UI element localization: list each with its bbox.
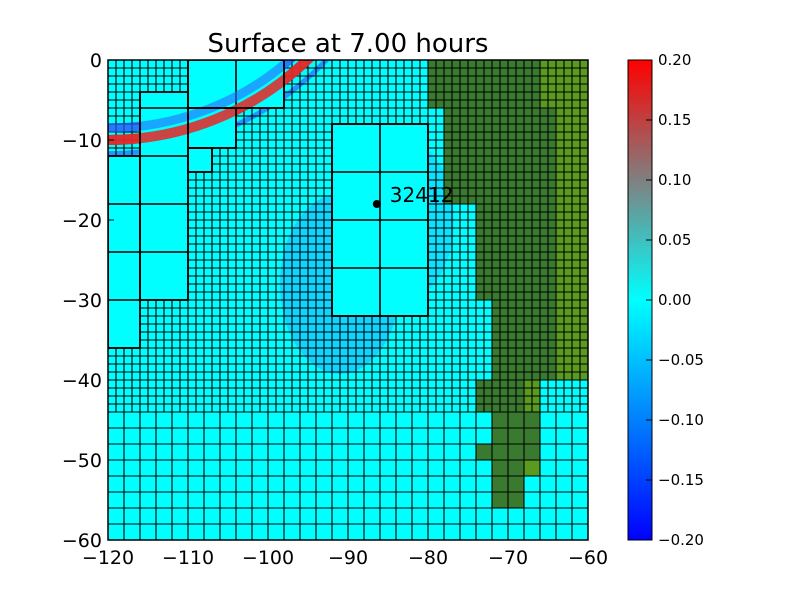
- land-block: [476, 444, 492, 460]
- gauge-label: 32412: [390, 183, 454, 207]
- refined-patch-border: [187, 147, 213, 173]
- colorbar: 0.20 0.15 0.10 0.05 0.00 −0.05 −0.10 −0.15 −0.20: [627, 51, 704, 549]
- colorbar-tick-label: −0.20: [658, 531, 704, 549]
- colorbar-ticks: 0.20 0.15 0.10 0.05 0.00 −0.05 −0.10 −0.15 −0.20: [646, 51, 704, 549]
- colorbar-tick-label: 0.00: [658, 291, 691, 309]
- gauge-marker: [372, 200, 381, 208]
- x-tick-label: −110: [162, 547, 214, 569]
- colorbar-tick-label: 0.05: [658, 231, 691, 249]
- refined-patch: [188, 148, 212, 172]
- gauges: 32412: [372, 183, 454, 208]
- y-tick-label: −30: [62, 290, 102, 312]
- x-tick-label: −100: [242, 547, 294, 569]
- refined-patch-border: [331, 123, 429, 317]
- coarse-grid-lines: [108, 411, 588, 540]
- x-tick-label: −70: [488, 547, 528, 569]
- y-tick-label: −10: [62, 130, 102, 152]
- x-tick-label: −60: [568, 547, 608, 569]
- land-block: [524, 460, 540, 476]
- y-tick-label: −50: [62, 450, 102, 472]
- refined-patch-border: [108, 155, 141, 349]
- land-block: [492, 412, 540, 460]
- colorbar-tick-label: 0.20: [658, 51, 691, 69]
- y-tick-label: −40: [62, 370, 102, 392]
- plot-area: [108, 60, 588, 540]
- refined-patch-border: [187, 60, 285, 109]
- colorbar-tick-label: 0.10: [658, 171, 691, 189]
- colorbar-tick-label: −0.05: [658, 351, 704, 369]
- y-axis: 0 −10 −20 −30 −40 −50 −60: [62, 50, 114, 552]
- chart-title: Surface at 7.00 hours: [208, 29, 489, 59]
- colorbar-tick-label: 0.15: [658, 111, 691, 129]
- x-axis: −120 −110 −100 −90 −80 −70 −60: [82, 534, 608, 569]
- colorbar-tick-label: −0.10: [658, 411, 704, 429]
- y-tick-label: 0: [90, 50, 102, 72]
- x-tick-label: −80: [408, 547, 448, 569]
- colorbar-tick-label: −0.15: [658, 471, 704, 489]
- y-tick-label: −60: [62, 530, 102, 552]
- refined-patches: [108, 60, 429, 349]
- x-tick-label: −120: [82, 547, 134, 569]
- y-tick-label: −20: [62, 210, 102, 232]
- x-tick-label: −90: [328, 547, 368, 569]
